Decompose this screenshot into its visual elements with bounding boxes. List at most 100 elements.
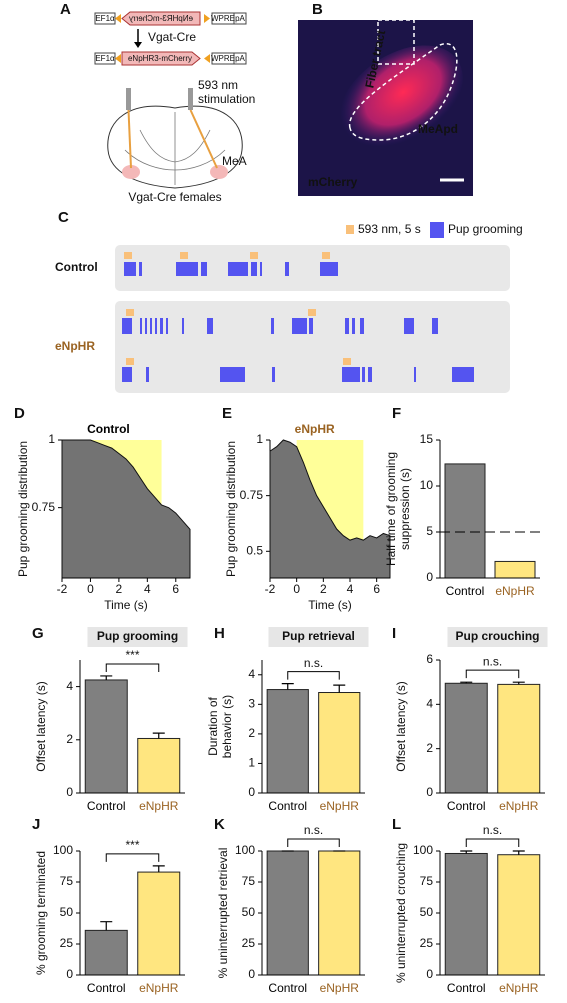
error-bar — [281, 683, 294, 690]
promoter: EF1α — [95, 54, 115, 63]
panel-letter: L — [392, 816, 401, 833]
fiber — [189, 109, 218, 169]
y-axis-label: Pup grooming distribution — [16, 441, 30, 577]
area — [61, 439, 191, 579]
y-axis-label: Offset latency (s) — [34, 681, 48, 771]
sig-bracket — [105, 853, 160, 862]
x-tick-label: Control — [87, 981, 126, 995]
y-tick-label: 100 — [413, 843, 433, 857]
promoter: EF1α — [95, 14, 115, 23]
brain-schematic — [107, 88, 243, 189]
stain-label: mCherry — [308, 175, 358, 189]
sig-bracket — [105, 663, 160, 672]
caption: Vgat-Cre females — [128, 190, 221, 204]
gene-box — [121, 51, 201, 66]
significance: n.s. — [483, 823, 502, 837]
bar — [84, 929, 128, 976]
error-bar — [460, 850, 473, 854]
panel-letter: D — [14, 405, 25, 422]
pa: pA — [235, 54, 245, 63]
x-tick-label: Control — [268, 799, 307, 813]
lox — [204, 14, 210, 23]
y-tick-label: 50 — [60, 905, 74, 919]
raster — [122, 262, 474, 382]
x-axis-label: Time (s) — [308, 598, 352, 612]
y-tick-label: 6 — [426, 652, 433, 666]
y-tick-label: 2 — [248, 726, 255, 740]
error-bar — [333, 684, 346, 693]
y-tick-label: 75 — [420, 874, 434, 888]
x-tick-label: 2 — [320, 582, 327, 596]
group-label: Control — [55, 260, 98, 274]
x-tick-label: Control — [447, 981, 486, 995]
x-tick-label: 0 — [293, 582, 300, 596]
title-box — [447, 627, 548, 647]
raster-box — [115, 245, 510, 291]
construct-2: EF1α eNpHR3-mCherry WPRE pA — [94, 51, 247, 66]
y-tick-label: 0 — [248, 785, 255, 799]
sig-bracket — [287, 838, 340, 847]
area — [269, 439, 391, 579]
y-axis-label: behavior (s) — [220, 695, 234, 758]
bar — [497, 683, 541, 794]
y-tick-label: 1 — [256, 432, 263, 446]
x-tick-label: 6 — [373, 582, 380, 596]
x-tick-label: -2 — [57, 582, 68, 596]
y-tick-label: 0 — [66, 967, 73, 981]
sig-bracket — [287, 671, 340, 680]
panel-letter: H — [214, 625, 225, 642]
group-label: eNpHR — [55, 339, 95, 353]
x-tick-label: eNpHR — [139, 981, 179, 995]
mea-right — [210, 165, 228, 179]
title-box — [87, 627, 188, 647]
y-tick-label: 25 — [242, 936, 256, 950]
wpre: WPRE — [211, 54, 235, 63]
x-tick-label: eNpHR — [320, 799, 360, 813]
x-tick-label: eNpHR — [499, 981, 539, 995]
x-tick-label: eNpHR — [495, 584, 535, 598]
brain-lines — [124, 112, 226, 185]
fiber-outline — [377, 19, 415, 65]
panel-letter: E — [222, 405, 232, 422]
x-tick-label: 4 — [347, 582, 354, 596]
y-tick-label: 5 — [426, 524, 433, 538]
y-tick-label: 15 — [420, 432, 434, 446]
y-axis-label: % grooming terminated — [34, 851, 48, 975]
y-axis-label: Offset latency (s) — [394, 681, 408, 771]
y-tick-label: 10 — [420, 478, 434, 492]
ferrule — [188, 88, 193, 110]
legend-swatch — [430, 222, 444, 238]
y-tick-label: 2 — [426, 741, 433, 755]
chart-title: eNpHR — [295, 422, 335, 436]
y-tick-label: 0 — [426, 967, 433, 981]
bar — [137, 737, 181, 794]
y-tick-label: 1 — [48, 432, 55, 446]
y-axis-label: Duration of — [206, 696, 220, 755]
panel-letter: C — [58, 209, 69, 226]
bar — [497, 854, 541, 976]
significance: *** — [125, 838, 139, 852]
sig-bracket — [465, 838, 520, 847]
error-bar — [152, 732, 165, 739]
pa: pA — [235, 14, 245, 23]
box — [233, 52, 247, 65]
y-tick-label: 50 — [242, 905, 256, 919]
x-tick-label: eNpHR — [139, 799, 179, 813]
y-tick-label: 25 — [60, 936, 74, 950]
y-axis-label: % uninterrupted crouching — [394, 843, 408, 983]
bar — [84, 679, 128, 794]
x-tick-label: 0 — [87, 582, 94, 596]
y-tick-label: 75 — [242, 874, 256, 888]
panel-letter: G — [32, 625, 44, 642]
wpre: WPRE — [211, 14, 235, 23]
x-axis-label: Time (s) — [104, 598, 148, 612]
x-tick-label: 2 — [116, 582, 123, 596]
y-tick-label: 2 — [66, 732, 73, 746]
mcherry-signal — [337, 45, 463, 155]
y-tick-label: 100 — [53, 843, 73, 857]
chart-title: Pup grooming — [97, 629, 178, 643]
legend-label: Pup grooming — [448, 222, 523, 236]
x-tick-label: eNpHR — [499, 799, 539, 813]
error-bar — [512, 681, 525, 685]
